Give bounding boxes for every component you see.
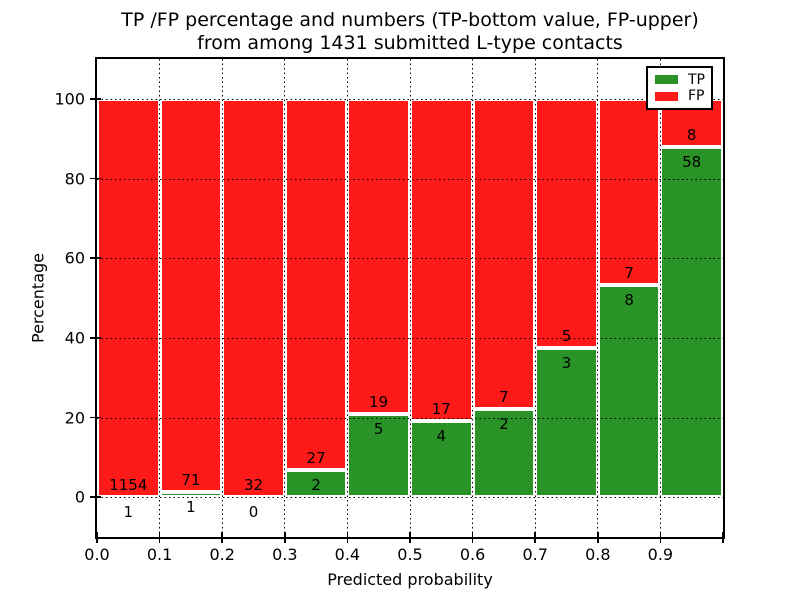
bar-segment-tp — [159, 491, 223, 498]
gridline-v — [346, 59, 348, 537]
bar-label-fp: 5 — [561, 326, 572, 345]
x-tick-label: 0.0 — [84, 545, 110, 564]
y-tick — [90, 177, 101, 180]
bar-label-tp: 4 — [436, 427, 447, 446]
bar-label-fp: 17 — [431, 400, 451, 419]
legend-item-tp: TP — [655, 71, 705, 88]
x-tick — [96, 532, 98, 543]
bar-segment-fp — [410, 98, 473, 422]
x-tick — [284, 532, 286, 543]
gridline-v — [597, 59, 599, 537]
bar-segment-fp — [597, 98, 661, 285]
gridline-v — [159, 59, 161, 537]
x-tick — [346, 532, 349, 543]
legend-item-fp: FP — [655, 88, 705, 105]
bar-segment-tp — [347, 414, 410, 498]
bar-segment-fp — [347, 98, 410, 415]
bar-label-fp: 8 — [686, 126, 697, 145]
bar-segment-tp — [660, 147, 723, 498]
bar-segment-fp — [159, 98, 223, 492]
bar-segment-fp — [97, 98, 160, 497]
bar-label-tp: 1 — [186, 497, 196, 516]
bar-segment-fp — [284, 98, 348, 470]
bar-label-fp: 7 — [499, 387, 509, 406]
bar-segment-fp — [472, 98, 536, 409]
bar-label-tp: 0 — [248, 503, 259, 522]
bar-segment-fp — [222, 98, 285, 498]
bar-segment-tp — [410, 421, 473, 498]
legend-swatch-tp — [655, 75, 678, 85]
x-tick — [409, 532, 411, 543]
x-tick-label: 0.3 — [272, 545, 298, 564]
plot-area: TP FP 1154 1 71 1 32 0 27 2 19 5 17 4 7 2 5 3 7 8 8 58 0.0 0.1… — [54, 57, 725, 564]
bar-segment-tp — [597, 284, 661, 498]
x-tick — [534, 532, 536, 543]
x-tick-label: 0.2 — [209, 545, 235, 564]
legend-label: TP — [688, 71, 705, 88]
bar-label-tp: 5 — [373, 420, 384, 439]
y-tick — [90, 337, 101, 339]
y-axis-label: Percentage — [28, 252, 48, 344]
bar-label-tp: 3 — [561, 353, 572, 372]
x-tick — [659, 532, 662, 543]
bar-label-fp: 19 — [369, 393, 389, 412]
x-tick-label: 0.6 — [459, 545, 486, 564]
bar-label-fp: 32 — [243, 476, 264, 495]
gridline-v — [472, 59, 474, 537]
bar-label-tp: 2 — [499, 414, 509, 433]
bar-label-fp: 1154 — [109, 475, 148, 494]
x-axis-label: Predicted probability — [327, 570, 493, 589]
x-tick-label: 0.4 — [334, 545, 361, 564]
bar-label-tp: 1 — [123, 502, 134, 521]
chart-title-line1: TP /FP percentage and numbers (TP-bottom… — [121, 9, 699, 31]
bar-segment-tp — [535, 347, 598, 498]
y-tick — [90, 496, 101, 498]
x-tick — [597, 532, 599, 543]
x-tick-label: 0.8 — [585, 545, 611, 564]
x-tick-label: 0.7 — [522, 545, 548, 564]
x-tick-label: 0.9 — [647, 545, 674, 564]
y-tick-label: 80 — [64, 169, 85, 188]
bar-segment-fp — [535, 98, 598, 348]
bar-label-fp: 71 — [181, 470, 201, 489]
x-tick-label: 0.5 — [397, 545, 423, 564]
y-tick — [90, 257, 101, 259]
bar-segment-tp — [284, 469, 348, 498]
x-tick — [471, 532, 474, 543]
chart-title: TP /FP percentage and numbers (TP-bottom… — [95, 9, 725, 55]
legend-label: FP — [688, 88, 705, 105]
legend: TP FP — [646, 66, 713, 110]
gridline-v — [659, 59, 661, 537]
bar-label-tp: 2 — [311, 475, 321, 494]
gridline-v — [221, 59, 223, 537]
y-tick-label: 60 — [64, 248, 85, 268]
x-tick — [722, 532, 724, 543]
x-tick-label: 0.1 — [146, 545, 173, 564]
y-tick-label: 100 — [54, 89, 85, 109]
y-tick-label: 20 — [64, 408, 85, 427]
gridline-v — [534, 59, 536, 537]
x-tick — [158, 532, 161, 543]
gridline-v — [284, 59, 286, 537]
bar-label-tp: 58 — [682, 153, 702, 172]
chart-title-line2: from among 1431 submitted L-type contact… — [197, 32, 623, 54]
bar-segment-tp — [472, 408, 536, 498]
bar-label-fp: 7 — [624, 263, 634, 282]
y-tick — [90, 98, 101, 100]
y-tick-label: 40 — [64, 328, 85, 348]
legend-swatch-fp — [655, 91, 678, 101]
bar-label-fp: 27 — [306, 448, 326, 467]
gridline-v — [409, 59, 411, 537]
y-tick-label: 0 — [74, 487, 85, 507]
x-tick — [221, 532, 223, 543]
y-tick — [90, 416, 101, 419]
bar-label-tp: 8 — [624, 290, 634, 309]
